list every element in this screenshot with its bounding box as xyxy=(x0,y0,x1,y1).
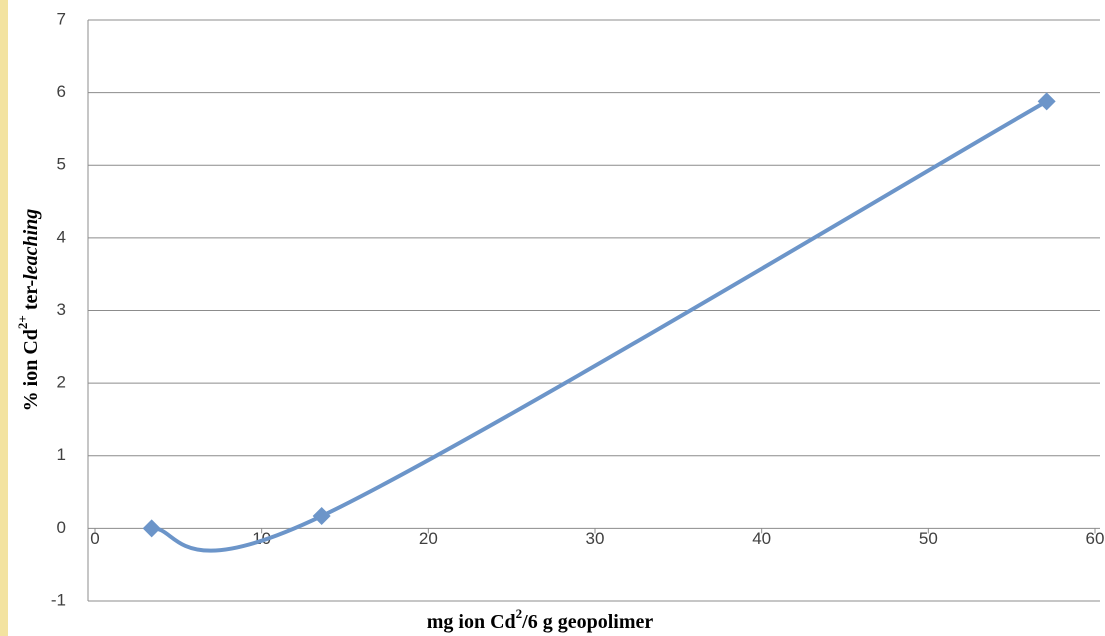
y-tick-label: 5 xyxy=(57,155,66,174)
y-tick-label: 6 xyxy=(57,82,66,101)
x-tick-label: 0 xyxy=(90,529,99,548)
x-tick-label: 20 xyxy=(419,529,438,548)
y-tick-label: 3 xyxy=(57,300,66,319)
x-tick-label: 40 xyxy=(752,529,771,548)
y-title-part: % ion Cd xyxy=(20,329,42,411)
y-axis-title: % ion Cd2+ ter-leaching xyxy=(15,209,41,412)
y-title-part: ter- xyxy=(20,280,42,315)
series-line xyxy=(151,99,1048,553)
y-tick-label: -1 xyxy=(51,590,66,609)
x-tick-label: 30 xyxy=(586,529,605,548)
x-title-part: mg ion Cd xyxy=(427,611,516,633)
x-tick-label: 50 xyxy=(919,529,938,548)
y-tick-label: 4 xyxy=(57,227,66,246)
y-title-sup: 2+ xyxy=(15,315,30,329)
y-tick-label: 0 xyxy=(57,518,66,537)
marker xyxy=(312,507,331,526)
y-tick-label: 1 xyxy=(57,445,66,464)
x-axis-title: mg ion Cd2/6 g geopolimer xyxy=(427,606,654,632)
y-tick-label: 7 xyxy=(57,9,66,28)
border-strip xyxy=(0,0,8,636)
y-tick-label: 2 xyxy=(57,373,66,392)
x-title-part: /6 g geopolimer xyxy=(521,611,653,633)
x-tick-label: 60 xyxy=(1086,529,1105,548)
marker xyxy=(1037,92,1056,111)
y-title-italic: leaching xyxy=(20,209,42,280)
marker xyxy=(142,519,161,538)
x-title-sup: 2 xyxy=(516,606,523,621)
